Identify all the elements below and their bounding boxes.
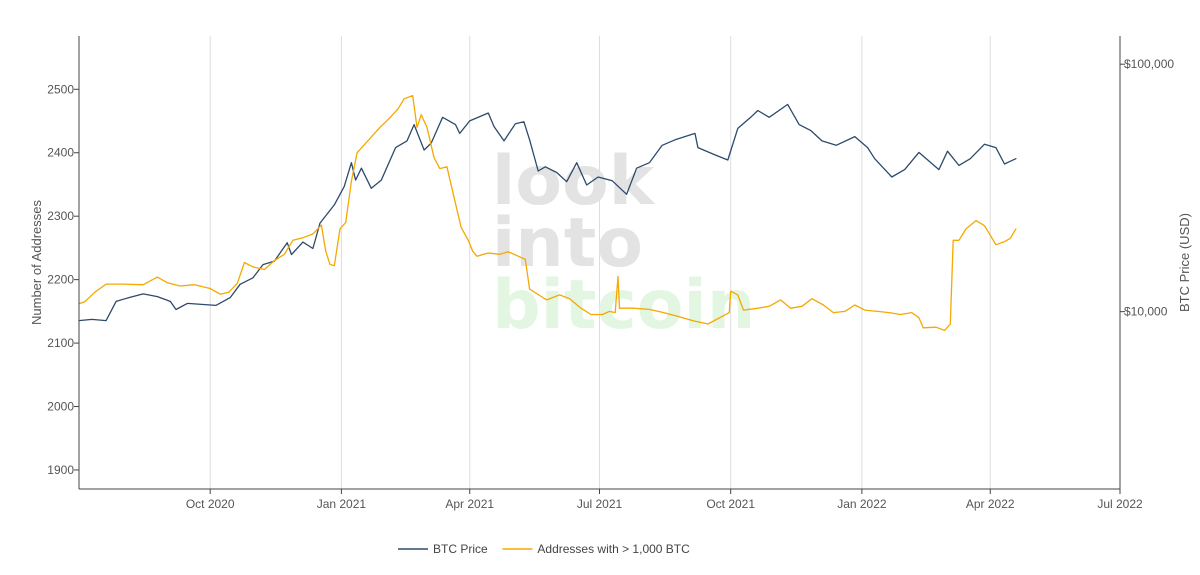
y-left-tick-label: 2200: [47, 273, 74, 287]
y-left-tick-label: 2300: [47, 209, 74, 223]
y-left-axis-title: Number of Addresses: [29, 200, 44, 326]
x-tick-label: Apr 2022: [966, 497, 1015, 511]
y-left-tick-label: 2100: [47, 336, 74, 350]
y-left-tick-label: 2000: [47, 400, 74, 414]
x-tick-label: Jul 2022: [1097, 497, 1143, 511]
y-left-tick-label: 2500: [47, 82, 74, 96]
axes: Oct 2020 Jan 2021 Apr 2021 Jul 2021 Oct 2021…: [29, 36, 1192, 511]
svg-text:into: into: [492, 204, 643, 283]
legend-label: Addresses with > 1,000 BTC: [537, 542, 690, 556]
y-left-tick-label: 1900: [47, 463, 74, 477]
x-tick-label: Jan 2022: [837, 497, 887, 511]
y-left-tick-label: 2400: [47, 146, 74, 160]
legend: BTC Price Addresses with > 1,000 BTC: [398, 542, 690, 556]
x-tick-label: Oct 2021: [706, 497, 755, 511]
series-layer: [78, 94, 1017, 332]
x-tick-label: Jul 2021: [577, 497, 623, 511]
y-right-tick-label: $10,000: [1124, 305, 1168, 319]
legend-label: BTC Price: [433, 542, 488, 556]
series-line-0: [78, 103, 1017, 322]
y-right-tick-label: $100,000: [1124, 57, 1174, 71]
svg-text:bitcoin: bitcoin: [492, 266, 755, 345]
x-tick-label: Apr 2021: [445, 497, 494, 511]
svg-text:look: look: [492, 142, 656, 221]
series-line-1: [78, 94, 1017, 332]
x-tick-label: Jan 2021: [317, 497, 367, 511]
y-right-axis-title: BTC Price (USD): [1177, 213, 1192, 312]
x-tick-label: Oct 2020: [186, 497, 235, 511]
watermark-logo: look into bitcoin: [492, 142, 755, 345]
